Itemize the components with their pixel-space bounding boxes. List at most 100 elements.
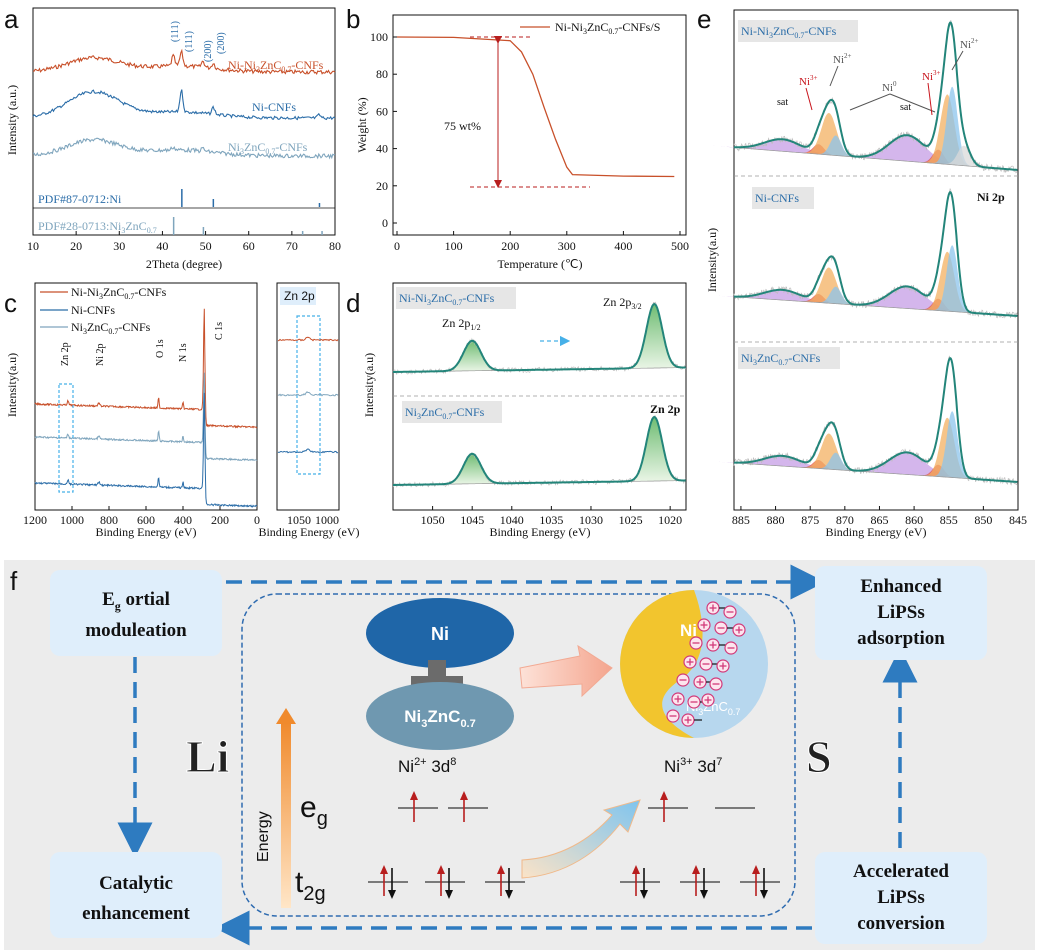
orbital-diagram [368, 791, 780, 899]
xtick-label-e-7: 850 [974, 513, 992, 527]
label-bg-e2 [738, 347, 840, 369]
panel-letter-e: e [697, 4, 711, 34]
sphere-ni-region [620, 590, 703, 738]
ni-baseline-0 [733, 147, 1018, 171]
ytick-label-b-0: 0 [382, 216, 388, 230]
panel-e-ni2p: e Intensity(a.u) Binding Energy (eV) 885… [697, 4, 1027, 539]
pointer-ni3-left [805, 87, 813, 111]
peak-label-111b: (111) [184, 31, 195, 52]
ni-component-1-3 [813, 286, 858, 306]
xtick-label-d-2: 1040 [500, 513, 524, 527]
xtick-label-e-4: 865 [870, 513, 888, 527]
peak-label-200b: (200) [216, 32, 227, 54]
box-eg-line2: moduleation [85, 620, 187, 641]
inner-dashed-frame [241, 593, 796, 917]
spin-down-head [700, 890, 708, 899]
peak-c1s: C 1s [214, 322, 225, 340]
ni3-right: Ni3+ [922, 69, 941, 83]
series-label-ni-ni3znc-cnfs: Ni-Ni3ZnC0.7-CNFs [228, 58, 324, 74]
ni3znc-ellipse-label: Ni3ZnC0.7 [404, 707, 475, 730]
series-label-ni3znc-cnfs: Ni3ZnC0.7-CNFs [228, 140, 308, 156]
panel-letter-f: f [10, 566, 18, 596]
inset-tick-1050: 1050 [287, 513, 311, 527]
ytick-label-b-5: 100 [370, 30, 388, 44]
pointer-ni0-b [849, 93, 891, 111]
xtick-label-b-2: 200 [501, 239, 519, 253]
survey-ni3znc [34, 372, 258, 462]
zn-fit-0 [393, 302, 686, 373]
ni2p-curves [710, 19, 1018, 486]
xtick-label-b-5: 500 [671, 239, 689, 253]
ni2-right: Ni2+ [960, 37, 979, 51]
tga-curve [396, 36, 675, 178]
ni3-config: Ni3+ 3d7 [664, 756, 722, 776]
panel-d-zn2p: d Intensity(a.u) Binding Energy (eV) 105… [346, 282, 687, 539]
ylabel-b: Weight (%) [355, 97, 369, 152]
xtick-label-d-4: 1030 [579, 513, 603, 527]
xtick-label-c-2: 800 [100, 513, 118, 527]
spin-up-head [660, 791, 668, 800]
xtick-label-b-3: 300 [558, 239, 576, 253]
box-catalytic-line2: enhancement [82, 903, 190, 924]
spin-up-head [410, 791, 418, 800]
spin-up-head [497, 865, 505, 874]
xlabel-d: Binding Energy (eV) [489, 525, 590, 539]
xtick-label-d-1: 1045 [460, 513, 484, 527]
box-catalytic [50, 852, 222, 938]
box-adsorption-line3: adsorption [857, 628, 945, 649]
ylabel-d: Intensity(a.u) [362, 353, 376, 417]
xtick-label-a-6: 70 [286, 239, 298, 253]
xtick-label-a-7: 80 [329, 239, 341, 253]
li-label: Li [186, 731, 230, 782]
xtick-label-d-6: 1020 [658, 513, 682, 527]
transform-arrow [519, 644, 613, 698]
spin-up-head [632, 865, 640, 874]
ytick-label-b-3: 60 [376, 104, 388, 118]
box-conversion [815, 852, 987, 944]
panel-letter-a: a [4, 4, 19, 34]
label-bg-d1 [402, 401, 502, 423]
legend-label-c1: Ni-CNFs [71, 303, 115, 317]
ni-fit-0 [733, 21, 1018, 171]
corner-label-d: Zn 2p [650, 402, 681, 416]
peak-zn2p: Zn 2p [60, 342, 71, 366]
spin-up-head [380, 865, 388, 874]
peak-zn2p12: Zn 2p1/2 [442, 316, 481, 332]
xtick-label-e-8: 845 [1009, 513, 1027, 527]
label-e2: Ni3ZnC0.7-CNFs [741, 351, 821, 367]
panel-c-xps-survey: c Intensity(a.u) Binding Energy (eV) 120… [4, 282, 360, 539]
ni2-left: Ni2+ [833, 52, 852, 66]
legend-label-c0: Ni-Ni3ZnC0.7-CNFs [71, 285, 167, 301]
xtick-label-e-2: 875 [801, 513, 819, 527]
inset-xlabel: Binding Energy (eV) [258, 525, 359, 539]
box-eg-line1: Eg ortial [102, 589, 170, 613]
zn2p-highlight-box [58, 383, 74, 493]
xticks-e: 885 880 875 870 865 860 855 850 845 [732, 506, 1027, 527]
corner-label-e: Ni 2p [977, 190, 1005, 204]
zn2p-curves [392, 301, 687, 488]
xtick-label-c-5: 200 [211, 513, 229, 527]
xtick-label-b-1: 100 [445, 239, 463, 253]
xtick-label-e-6: 855 [940, 513, 958, 527]
box-adsorption-line2: LiPSs [877, 602, 925, 623]
plot-frame-c [34, 282, 258, 511]
xlabel-e: Binding Energy (eV) [825, 525, 926, 539]
zn-fit-1 [393, 415, 686, 486]
panel-letter-b: b [346, 4, 360, 34]
box-conversion-line1: Accelerated [853, 861, 949, 882]
spin-up-head [752, 865, 760, 874]
ref-label-ni: PDF#87-0712:Ni [38, 192, 122, 206]
plot-frame-b [392, 14, 687, 236]
ni-component-0-8 [939, 145, 989, 168]
zn-peak-fill-1-0 [432, 453, 512, 485]
survey-ni-cnfs [34, 392, 258, 508]
spin-up-head [460, 791, 468, 800]
plot-frame-e [733, 9, 1019, 511]
pointer-ni2-left [829, 65, 839, 87]
ylabel-c: Intensity(a.u) [5, 353, 19, 417]
wt-annotation: 75 wt% [444, 119, 481, 133]
xtick-label-e-3: 870 [836, 513, 854, 527]
ylabel-a: Intensity (a.u.) [5, 85, 19, 155]
zn-peak-fill-0-1 [614, 304, 686, 369]
